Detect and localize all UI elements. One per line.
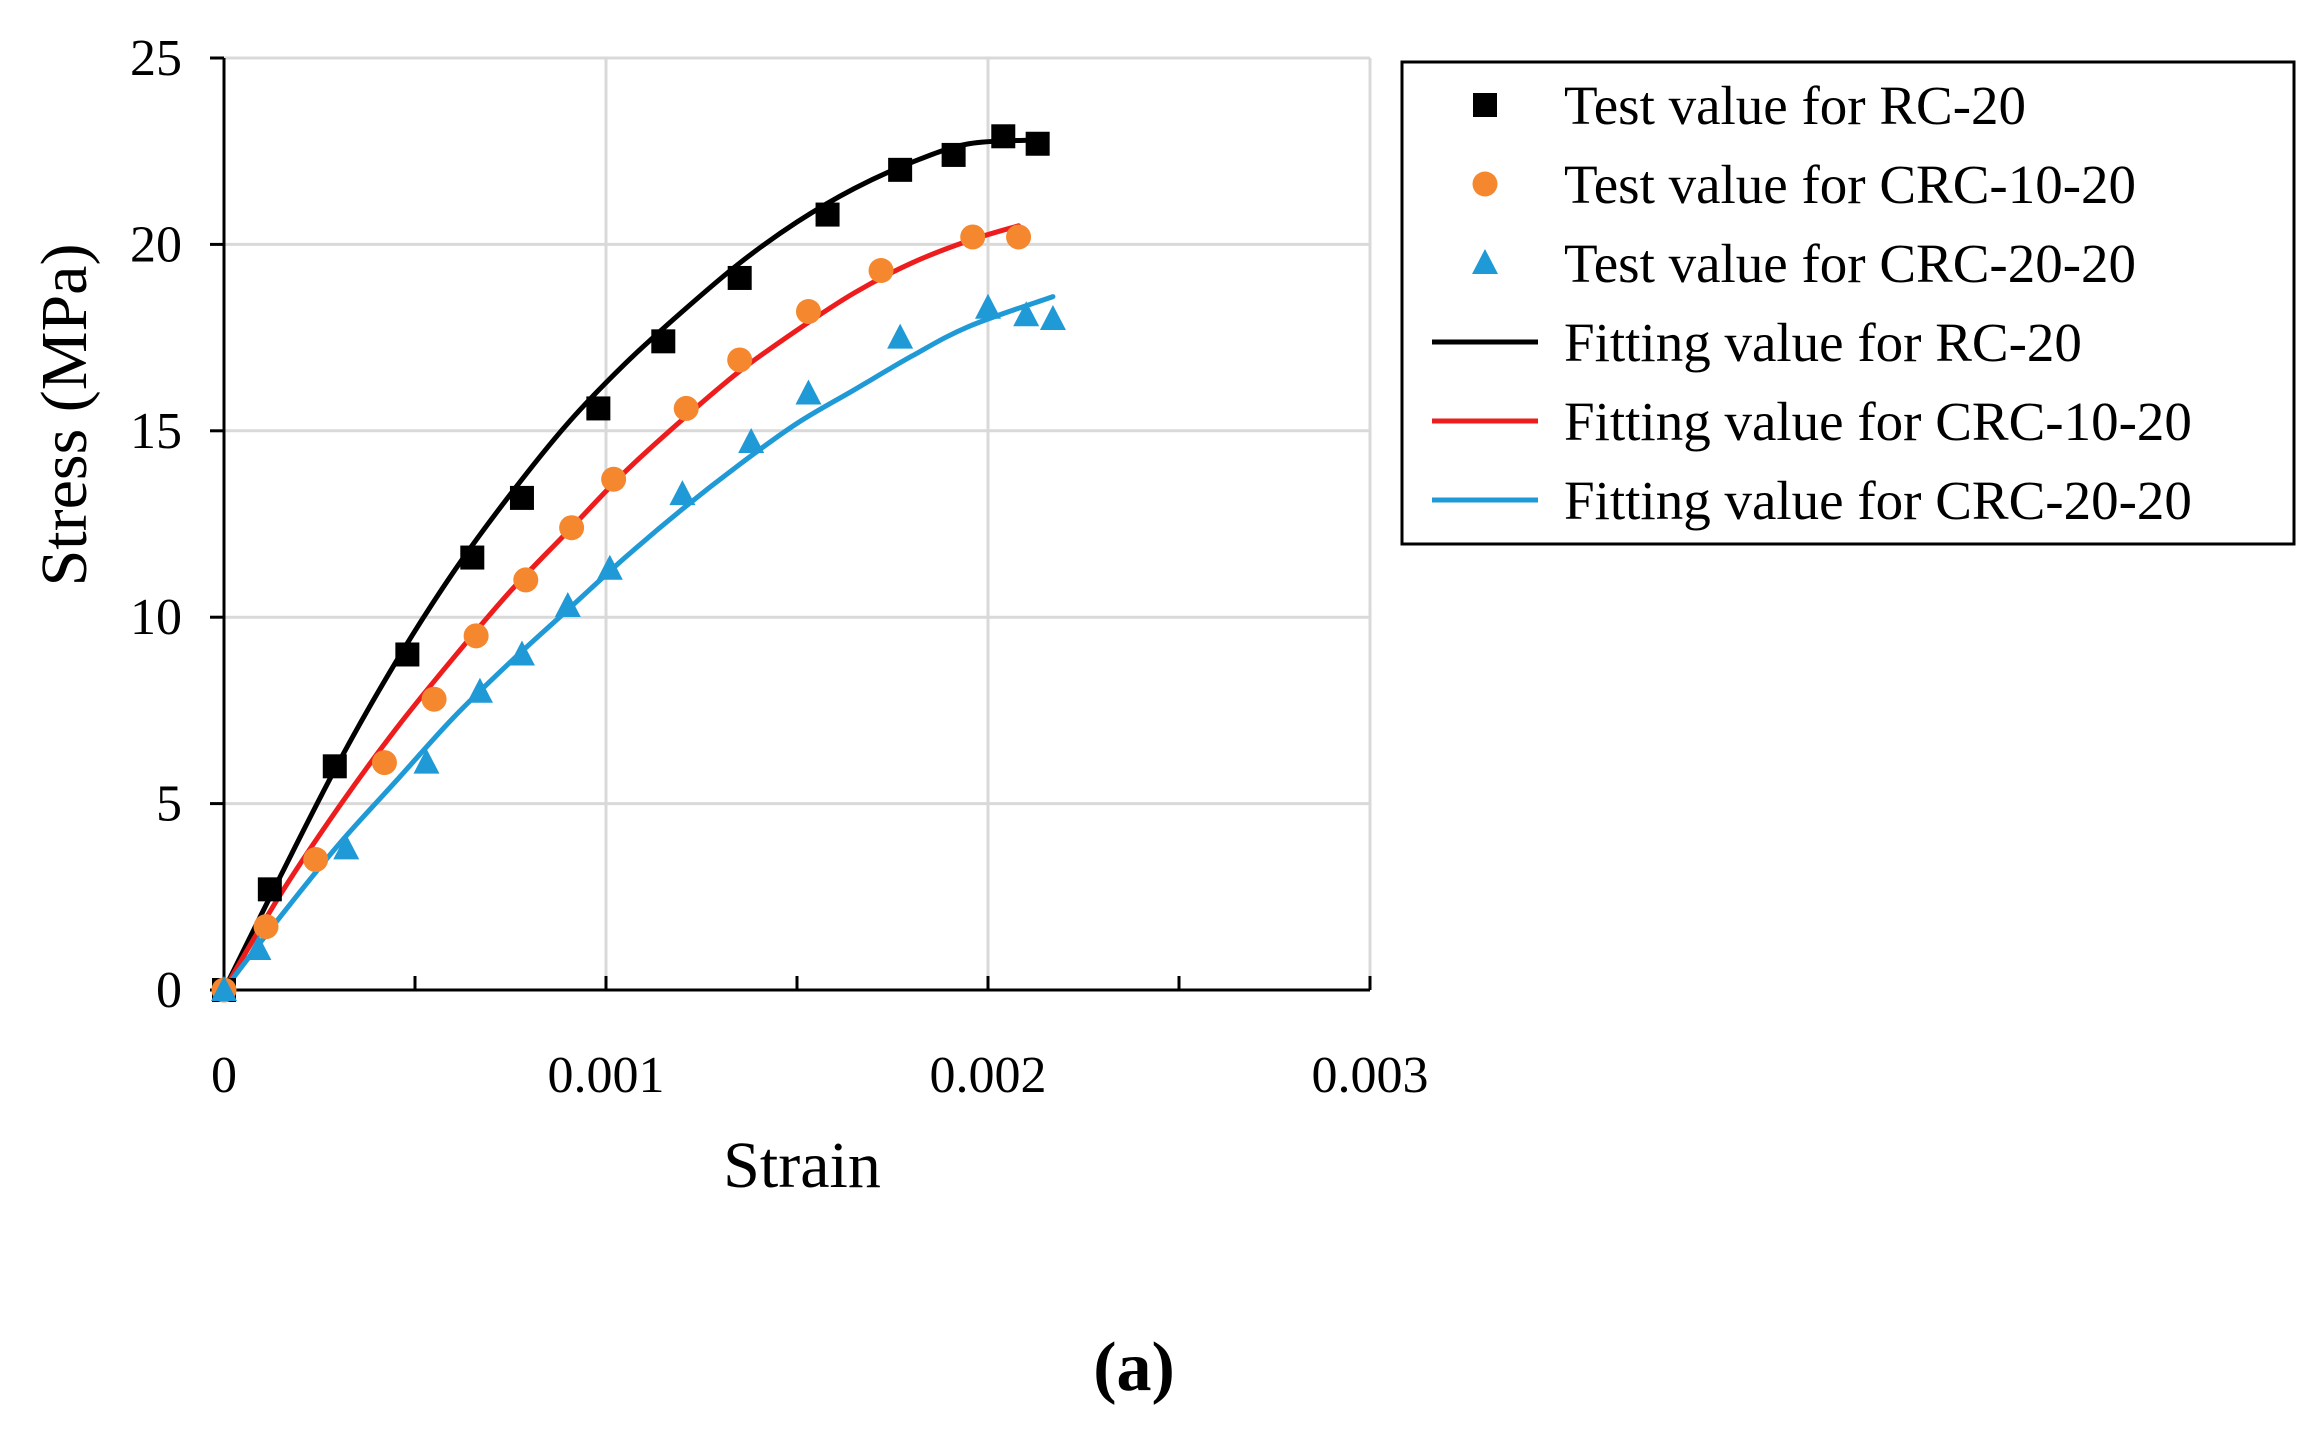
test-markers [211, 124, 1066, 1003]
legend-label: Fitting value for RC-20 [1564, 312, 2082, 373]
x-tick-label: 0.001 [548, 1047, 665, 1104]
data-point [322, 754, 347, 779]
data-point [795, 299, 821, 325]
y-tick-label: 5 [156, 776, 182, 833]
data-point [559, 515, 585, 541]
data-point [257, 877, 282, 902]
legend-item: Test value for CRC-10-20 [1472, 154, 2136, 215]
data-point [211, 976, 237, 1001]
data-point [554, 592, 581, 618]
y-tick-label: 15 [130, 403, 182, 460]
axes [210, 56, 1372, 992]
legend-label: Fitting value for CRC-10-20 [1564, 391, 2192, 452]
legend-label: Fitting value for CRC-20-20 [1564, 470, 2192, 531]
legend-marker-swatch [1472, 249, 1498, 274]
tick-labels: 0 5 10 15 20 25 0 0.001 0.002 0.003 [130, 30, 1429, 1104]
data-point [888, 157, 913, 182]
y-tick-label: 25 [130, 30, 182, 87]
data-point [673, 395, 699, 421]
grid [224, 56, 1372, 990]
y-axis-title: Stress (MPa) [28, 244, 101, 587]
legend-item: Test value for CRC-20-20 [1472, 233, 2136, 294]
fit-line [221, 223, 1022, 993]
data-point [460, 545, 485, 570]
data-point [960, 224, 986, 250]
data-point [727, 347, 753, 373]
data-point [601, 466, 627, 492]
fit-line [221, 137, 1041, 993]
data-point [333, 834, 360, 860]
data-point [463, 623, 489, 649]
data-point [887, 323, 914, 349]
panel-label: (a) [1093, 1329, 1175, 1406]
data-point [508, 640, 535, 666]
data-point [941, 142, 966, 167]
legend-marker-swatch [1473, 93, 1497, 117]
legend-marker-swatch [1472, 171, 1498, 197]
data-point [253, 914, 279, 940]
data-point [245, 934, 272, 960]
data-point [586, 396, 611, 421]
y-tick-label: 10 [130, 589, 182, 646]
y-tick-label: 0 [156, 962, 182, 1019]
x-tick-label: 0.003 [1312, 1047, 1429, 1104]
data-point [421, 686, 447, 712]
data-point [395, 642, 420, 667]
y-tick-label: 20 [130, 216, 182, 273]
x-tick-label: 0.002 [930, 1047, 1047, 1104]
data-point [815, 202, 840, 227]
data-point [509, 485, 534, 510]
data-point [1006, 224, 1032, 250]
data-point [669, 480, 696, 506]
data-point [371, 750, 397, 776]
data-point [795, 379, 822, 405]
data-point [1025, 131, 1050, 156]
legend-item: Fitting value for CRC-20-20 [1432, 470, 2192, 531]
legend-label: Test value for CRC-20-20 [1564, 233, 2136, 294]
legend-label: Test value for CRC-10-20 [1564, 154, 2136, 215]
legend-item: Fitting value for CRC-10-20 [1432, 391, 2192, 452]
legend-item: Test value for RC-20 [1473, 75, 2026, 136]
data-point [727, 265, 752, 290]
data-point [651, 329, 676, 354]
data-point [738, 427, 765, 453]
legend: Test value for RC-20 Test value for CRC-1… [1400, 60, 2296, 546]
x-tick-label: 0 [211, 1047, 237, 1104]
data-point [975, 293, 1001, 319]
data-point [1039, 304, 1066, 330]
legend-item: Fitting value for RC-20 [1432, 312, 2082, 373]
data-point [303, 847, 329, 873]
data-point [1013, 301, 1040, 327]
fit-line [221, 294, 1056, 993]
data-point [596, 554, 623, 580]
legend-label: Test value for RC-20 [1564, 75, 2026, 136]
x-axis-title: Strain [723, 1129, 881, 1202]
data-point [991, 124, 1016, 149]
legend-box [1400, 60, 2296, 546]
data-point [513, 567, 539, 593]
data-point [413, 748, 440, 774]
fit-lines [221, 137, 1056, 993]
data-point [466, 677, 493, 703]
data-point [868, 257, 894, 283]
